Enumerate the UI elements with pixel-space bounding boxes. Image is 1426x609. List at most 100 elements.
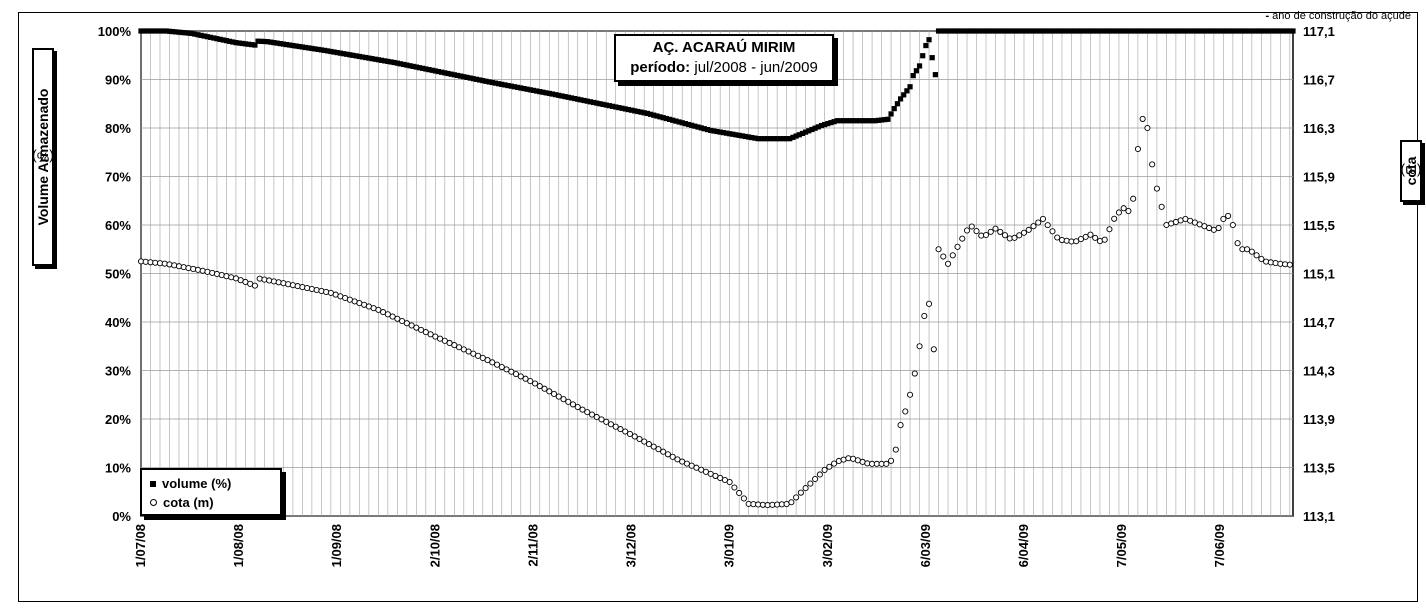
cota-point	[641, 438, 648, 445]
legend-label-volume: volume (%)	[162, 476, 232, 491]
volume-point	[638, 109, 644, 115]
volume-point	[1078, 28, 1084, 34]
volume-point	[654, 113, 660, 119]
cota-point	[645, 441, 653, 448]
volume-point	[388, 59, 394, 65]
cota-point	[569, 401, 577, 408]
volume-point	[594, 100, 600, 106]
volume-point	[961, 28, 967, 34]
square-marker-icon	[150, 480, 156, 487]
volume-point	[195, 32, 201, 38]
volume-point	[888, 111, 894, 117]
volume-point	[600, 101, 606, 107]
cota-point	[826, 463, 833, 470]
volume-point	[749, 134, 755, 141]
volume-point	[407, 63, 413, 69]
cota-point	[498, 363, 505, 371]
cota-point	[598, 416, 605, 423]
volume-point	[885, 116, 891, 122]
cota-point	[555, 393, 562, 400]
volume-point	[1049, 28, 1056, 34]
volume-point	[1287, 28, 1293, 34]
volume-point	[673, 118, 679, 124]
cota-point	[726, 478, 733, 486]
volume-point	[236, 40, 242, 46]
cota-point	[797, 489, 804, 496]
volume-point	[815, 124, 821, 130]
volume-point	[451, 72, 457, 78]
volume-point	[910, 73, 916, 79]
chart-subtitle: período: jul/2008 - jun/2009	[616, 58, 832, 78]
volume-point	[613, 104, 619, 110]
volume-point	[1166, 28, 1173, 34]
series-layer	[137, 28, 1296, 509]
volume-point	[271, 40, 277, 46]
cota-point	[959, 235, 966, 242]
volume-point	[964, 28, 970, 34]
cota-point	[375, 306, 382, 313]
cota-point	[1044, 222, 1051, 229]
volume-point	[1122, 28, 1128, 34]
construction-year-mark: -	[1265, 10, 1270, 22]
volume-point	[1255, 28, 1261, 34]
volume-point	[866, 118, 872, 124]
volume-point	[328, 48, 334, 55]
volume-point	[578, 97, 584, 103]
volume-point	[1179, 28, 1185, 34]
volume-point	[473, 76, 480, 82]
cota-point	[422, 329, 429, 336]
volume-point	[439, 69, 445, 75]
volume-point	[616, 105, 622, 111]
volume-point	[1030, 28, 1037, 34]
volume-point	[1230, 28, 1236, 34]
cota-point	[1087, 231, 1094, 238]
cota-point	[1120, 205, 1127, 212]
volume-point	[875, 117, 882, 123]
volume-point	[765, 136, 771, 142]
cota-point	[1039, 215, 1047, 222]
volume-point	[549, 91, 556, 97]
volume-point	[242, 41, 249, 47]
volume-point	[996, 28, 1002, 34]
volume-point	[685, 121, 692, 128]
volume-point	[1227, 28, 1233, 34]
cota-point	[897, 422, 904, 429]
cota-point	[270, 278, 277, 285]
cota-point	[892, 446, 899, 453]
volume-point	[590, 99, 597, 106]
volume-point	[397, 61, 404, 67]
cota-point	[674, 456, 681, 463]
cota-point	[1115, 209, 1122, 216]
cota-point	[1049, 228, 1056, 235]
cota-point	[655, 446, 662, 453]
cota-point	[1258, 255, 1265, 263]
volume-point	[913, 68, 919, 74]
x-tick-label: 2/10/08	[427, 524, 442, 567]
volume-point	[774, 136, 780, 142]
volume-point	[809, 126, 815, 133]
volume-point	[736, 132, 742, 138]
volume-point	[1249, 28, 1255, 34]
cota-point	[816, 471, 823, 478]
cota-point	[1248, 248, 1255, 255]
volume-point	[999, 28, 1005, 34]
cota-point	[883, 460, 890, 467]
cota-point	[831, 460, 838, 467]
cota-point	[427, 331, 434, 338]
volume-point	[429, 67, 435, 73]
volume-point	[413, 64, 419, 70]
volume-point	[720, 130, 726, 136]
volume-point	[869, 118, 875, 124]
volume-point	[423, 66, 429, 72]
volume-point	[711, 128, 717, 134]
volume-point	[882, 117, 888, 123]
volume-point	[1138, 28, 1144, 34]
volume-point	[211, 35, 217, 41]
y-right-tick-label: 114,3	[1303, 364, 1335, 379]
x-tick-label: 1/09/08	[329, 524, 344, 567]
volume-point	[1258, 28, 1264, 34]
cota-point	[565, 398, 572, 405]
volume-point	[1217, 28, 1223, 34]
cota-point	[1082, 233, 1089, 240]
volume-point	[1274, 28, 1280, 34]
